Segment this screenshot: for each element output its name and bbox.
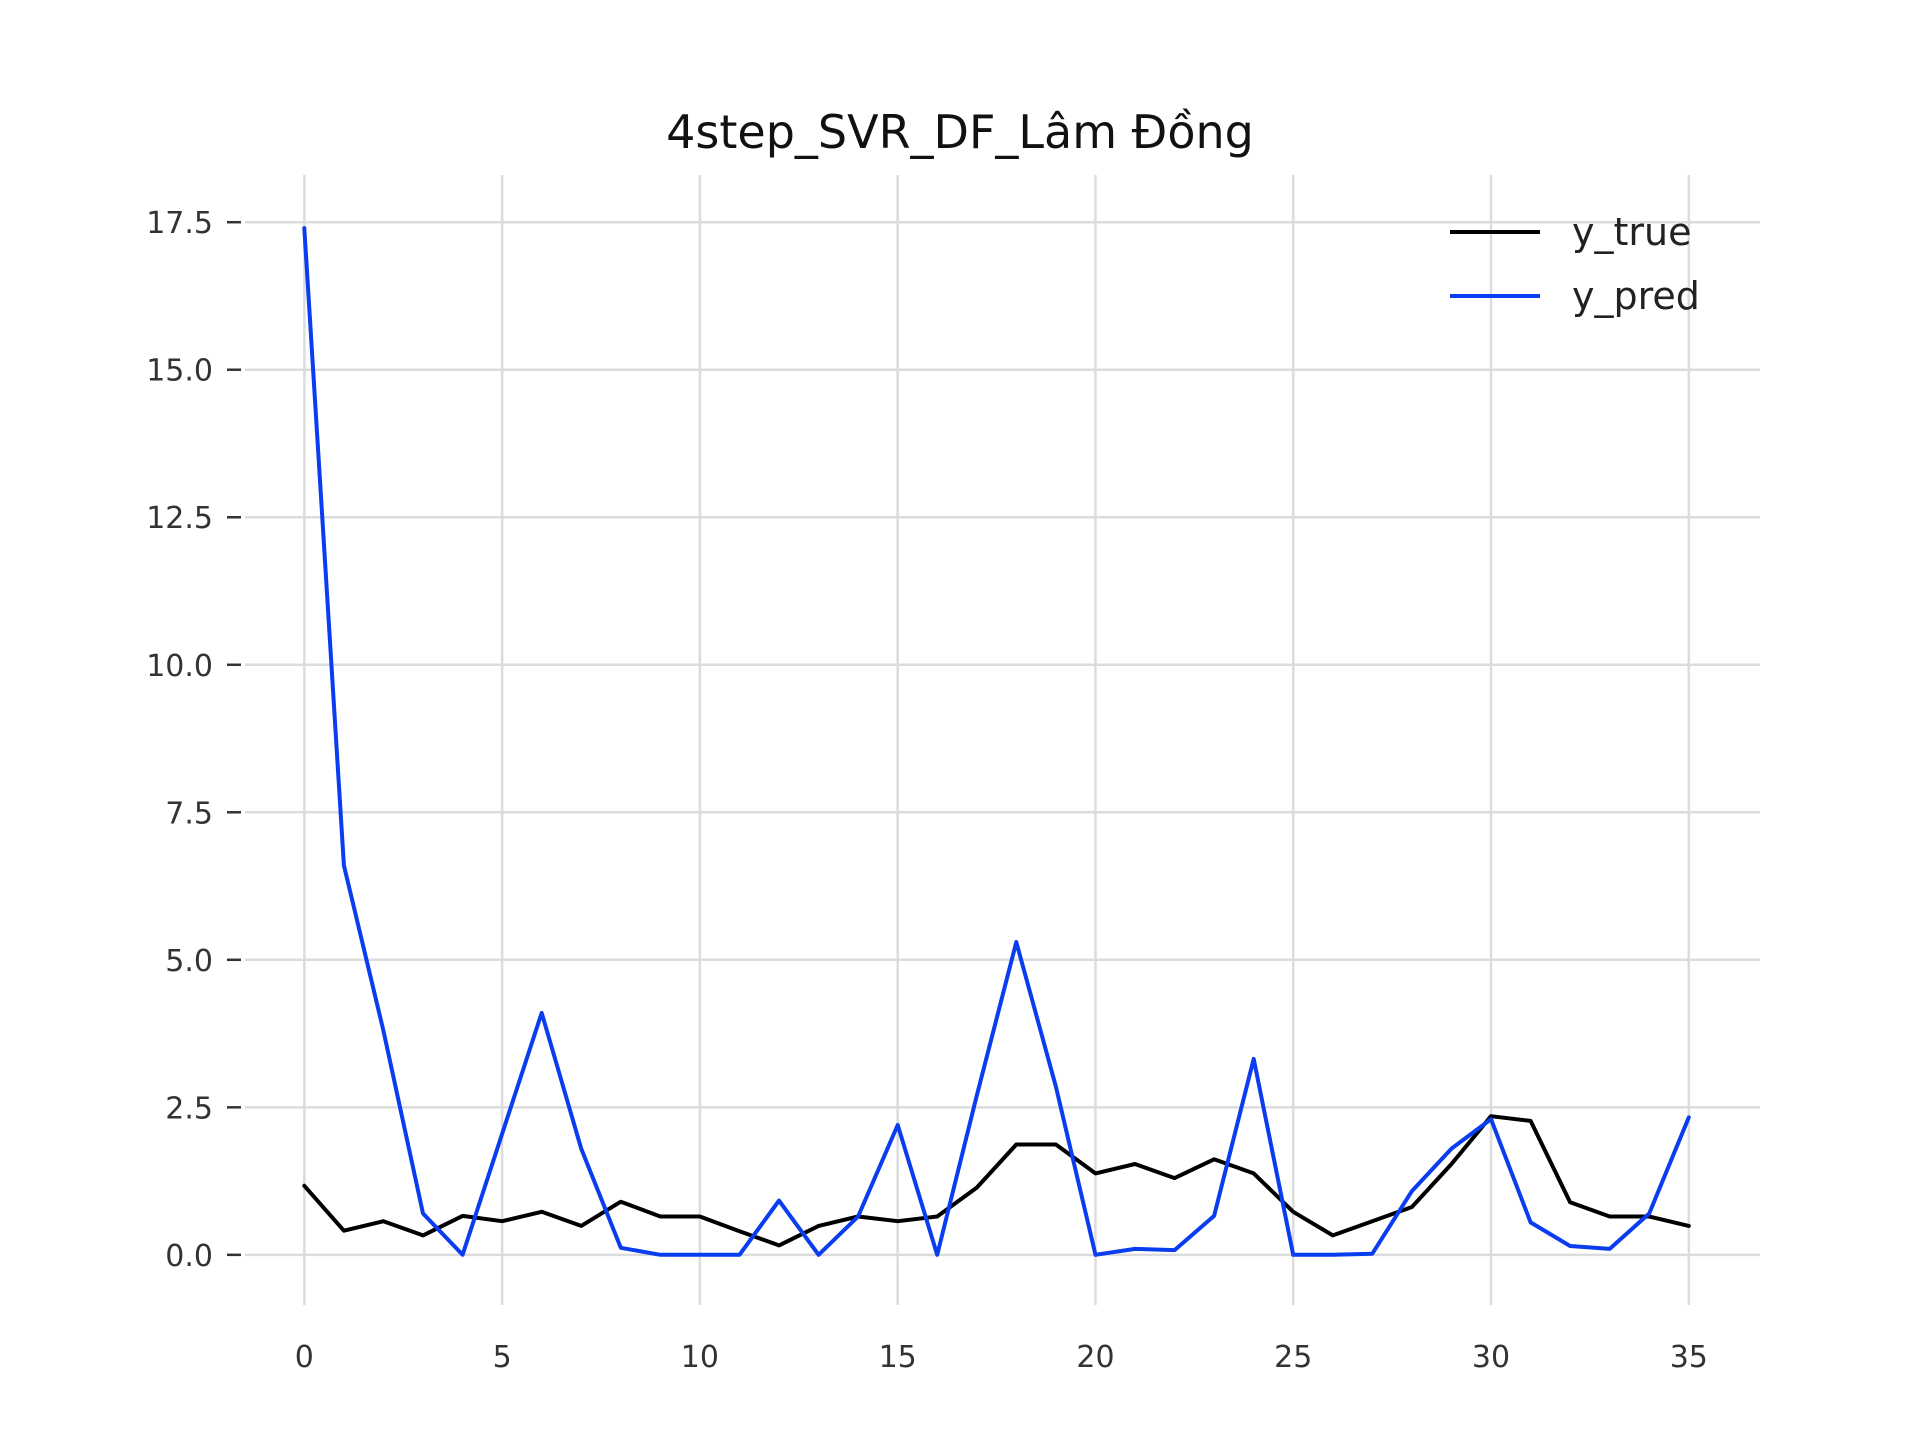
y-tick-label: 17.5	[146, 206, 213, 241]
y-tick-label: 2.5	[165, 1091, 213, 1126]
x-tick-label: 35	[1670, 1340, 1708, 1375]
y-tick-label: 7.5	[165, 796, 213, 831]
y-tick-label: 0.0	[165, 1239, 213, 1274]
x-tick-label: 25	[1274, 1340, 1312, 1375]
series-line-y-true	[302, 1114, 1691, 1248]
legend-label: y_true	[1572, 210, 1691, 254]
y-tick-label: 15.0	[146, 354, 213, 389]
legend: y_true y_pred	[1450, 210, 1700, 318]
y-tick-label: 5.0	[165, 944, 213, 979]
x-tick-label: 10	[681, 1340, 719, 1375]
x-tick-label: 0	[295, 1340, 314, 1375]
series-line-y-pred	[302, 226, 1691, 1257]
series-lines	[302, 226, 1691, 1257]
axes: 0 5 10 15 20 25 30 35 0.0 2.5 5.0 7.5 10.0 12.5 15.0 17…	[146, 206, 1708, 1375]
x-tick-label: 20	[1076, 1340, 1114, 1375]
x-tick-label: 15	[879, 1340, 917, 1375]
chart-title: 4step_SVR_DF_Lâm Đồng	[666, 105, 1254, 159]
legend-label: y_pred	[1572, 274, 1700, 318]
x-tick-label: 5	[493, 1340, 512, 1375]
grid	[245, 175, 1760, 1305]
x-tick-label: 30	[1472, 1340, 1510, 1375]
y-tick-label: 12.5	[146, 501, 213, 536]
y-tick-label: 10.0	[146, 649, 213, 684]
